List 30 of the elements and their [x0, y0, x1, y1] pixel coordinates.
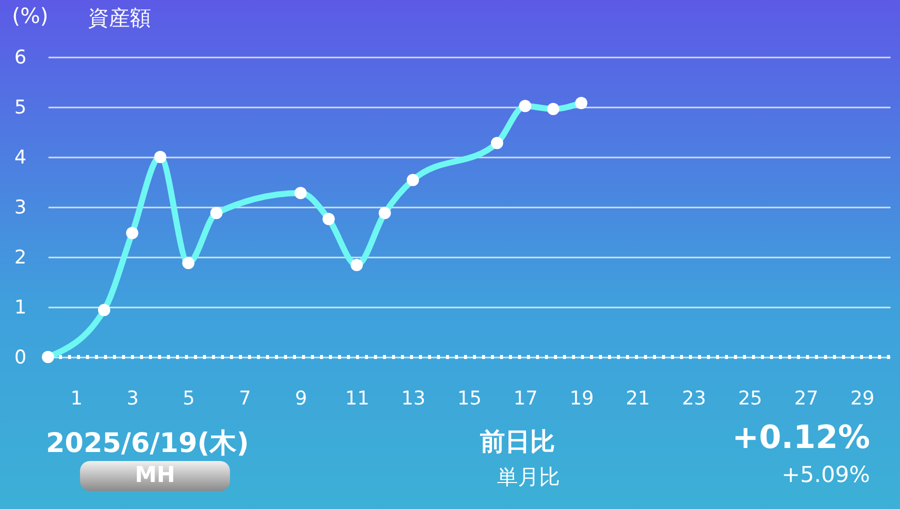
text: 2025/6/19(木) [46, 427, 249, 461]
x-tick-label: 11 [345, 388, 370, 410]
y-axis-title: (%) [12, 4, 48, 28]
text: +0.12% [732, 418, 870, 456]
x-tick-label: 7 [238, 388, 252, 410]
x-tick-label: 19 [570, 388, 594, 410]
x-tick-label: 21 [626, 388, 650, 410]
y-tick-label: 4 [14, 146, 26, 168]
x-tick-label: 23 [682, 388, 706, 410]
x-tick-label: 9 [295, 388, 308, 410]
x-tick-label: 3 [126, 388, 139, 410]
y-tick-label: 6 [14, 46, 26, 68]
chart-title: 資産額 [88, 5, 151, 32]
y-tick-label: 1 [14, 296, 26, 318]
y-tick-label: 2 [14, 246, 26, 268]
x-tick-label: 29 [850, 388, 875, 410]
text: +5.09% [782, 463, 870, 488]
x-tick-label: 27 [794, 388, 818, 410]
y-tick-label: 5 [14, 96, 26, 118]
y-tick-label: 3 [14, 196, 26, 218]
x-tick-label: 5 [182, 388, 195, 410]
mh-button: MH [80, 461, 230, 491]
x-tick-label: 17 [514, 388, 538, 410]
text: 前日比 [480, 426, 555, 458]
x-tick-label: 13 [401, 388, 426, 410]
x-tick-label: 1 [70, 388, 83, 410]
x-tick-label: 15 [457, 388, 482, 410]
text: 単月比 [497, 464, 560, 491]
x-tick-label: 25 [738, 388, 762, 410]
y-tick-label: 0 [14, 346, 26, 368]
